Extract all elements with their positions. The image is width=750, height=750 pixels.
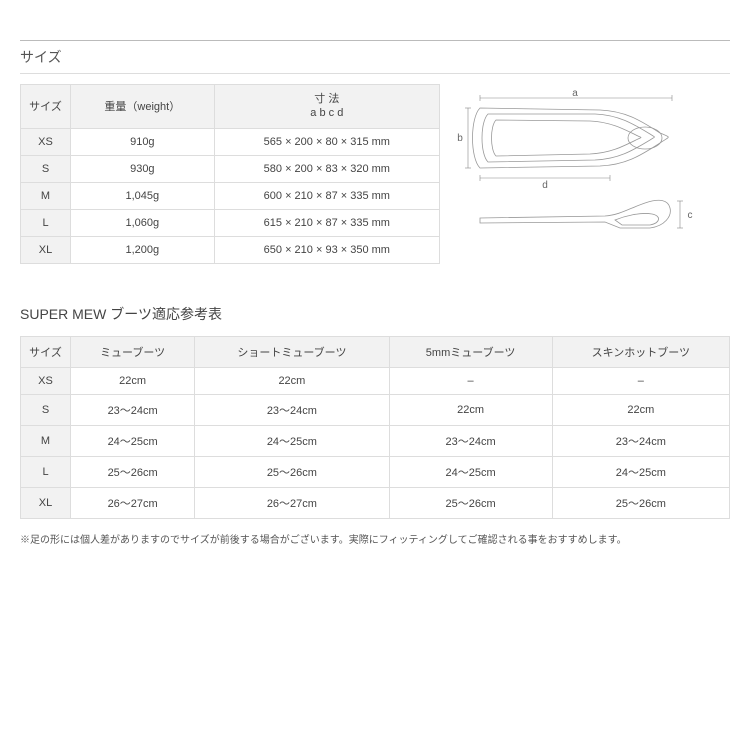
- size-table-header-size: サイズ: [21, 85, 71, 129]
- boots-cell: 24～25cm: [552, 456, 729, 487]
- boots-cell: 22cm: [71, 367, 195, 394]
- weight-cell: 930g: [71, 155, 215, 182]
- table-row: L 25～26cm 25～26cm 24～25cm 24～25cm: [21, 456, 730, 487]
- table-row: XL 1,200g 650 × 210 × 93 × 350 mm: [21, 236, 440, 263]
- boots-cell: 23～24cm: [389, 425, 552, 456]
- diagram-label-a: a: [572, 88, 578, 99]
- boots-cell: 23～24cm: [71, 394, 195, 425]
- table-row: S 23～24cm 23～24cm 22cm 22cm: [21, 394, 730, 425]
- boots-header-size: サイズ: [21, 336, 71, 367]
- size-cell: S: [21, 394, 71, 425]
- top-area: サイズ 重量（weight） 寸 法 a b c d XS 910g 565 ×…: [20, 84, 730, 264]
- footnote: ※足の形には個人差がありますのでサイズが前後する場合がございます。実際にフィッテ…: [20, 531, 730, 546]
- boots-cell: 22cm: [195, 367, 389, 394]
- boots-cell: –: [389, 367, 552, 394]
- boots-cell: 24～25cm: [71, 425, 195, 456]
- diagram-label-b: b: [457, 133, 463, 144]
- boots-cell: 25～26cm: [71, 456, 195, 487]
- weight-cell: 1,045g: [71, 182, 215, 209]
- boots-cell: 24～25cm: [389, 456, 552, 487]
- dim-cell: 600 × 210 × 87 × 335 mm: [214, 182, 439, 209]
- fin-diagram-svg: a b d: [450, 88, 710, 238]
- boots-cell: 22cm: [552, 394, 729, 425]
- boots-cell: 25～26cm: [552, 487, 729, 518]
- dim-cell: 650 × 210 × 93 × 350 mm: [214, 236, 439, 263]
- section-title-size: サイズ: [20, 40, 730, 74]
- table-row: M 1,045g 600 × 210 × 87 × 335 mm: [21, 182, 440, 209]
- boots-cell: 25～26cm: [195, 456, 389, 487]
- table-row: XL 26～27cm 26～27cm 25～26cm 25～26cm: [21, 487, 730, 518]
- size-cell: S: [21, 155, 71, 182]
- size-cell: L: [21, 209, 71, 236]
- table-row: XS 22cm 22cm – –: [21, 367, 730, 394]
- weight-cell: 910g: [71, 128, 215, 155]
- boots-cell: 24～25cm: [195, 425, 389, 456]
- size-cell: XS: [21, 367, 71, 394]
- boots-header-c2: ショートミューブーツ: [195, 336, 389, 367]
- boots-table: サイズ ミューブーツ ショートミューブーツ 5mmミューブーツ スキンホットブー…: [20, 336, 730, 519]
- weight-cell: 1,060g: [71, 209, 215, 236]
- boots-cell: –: [552, 367, 729, 394]
- dim-header-line1: 寸 法: [314, 93, 339, 105]
- size-cell: M: [21, 425, 71, 456]
- size-cell: XL: [21, 236, 71, 263]
- size-cell: L: [21, 456, 71, 487]
- size-cell: XS: [21, 128, 71, 155]
- size-cell: XL: [21, 487, 71, 518]
- boots-cell: 23～24cm: [195, 394, 389, 425]
- diagram-label-d: d: [542, 180, 548, 191]
- boots-cell: 23～24cm: [552, 425, 729, 456]
- boots-header-c1: ミューブーツ: [71, 336, 195, 367]
- section-title-boots: SUPER MEW ブーツ適応参考表: [20, 304, 730, 324]
- boots-header-c3: 5mmミューブーツ: [389, 336, 552, 367]
- size-cell: M: [21, 182, 71, 209]
- table-row: M 24～25cm 24～25cm 23～24cm 23～24cm: [21, 425, 730, 456]
- dim-header-line2: a b c d: [310, 107, 343, 119]
- dim-cell: 565 × 200 × 80 × 315 mm: [214, 128, 439, 155]
- boots-header-c4: スキンホットブーツ: [552, 336, 729, 367]
- size-table-header-dimensions: 寸 法 a b c d: [214, 85, 439, 129]
- table-row: XS 910g 565 × 200 × 80 × 315 mm: [21, 128, 440, 155]
- diagram-label-c: c: [688, 210, 693, 221]
- table-row: L 1,060g 615 × 210 × 87 × 335 mm: [21, 209, 440, 236]
- size-table-header-weight: 重量（weight）: [71, 85, 215, 129]
- fin-diagram: a b d: [450, 84, 730, 264]
- boots-cell: 26～27cm: [195, 487, 389, 518]
- boots-cell: 22cm: [389, 394, 552, 425]
- dim-cell: 580 × 200 × 83 × 320 mm: [214, 155, 439, 182]
- size-table: サイズ 重量（weight） 寸 法 a b c d XS 910g 565 ×…: [20, 84, 440, 264]
- table-row: S 930g 580 × 200 × 83 × 320 mm: [21, 155, 440, 182]
- dim-cell: 615 × 210 × 87 × 335 mm: [214, 209, 439, 236]
- weight-cell: 1,200g: [71, 236, 215, 263]
- boots-cell: 25～26cm: [389, 487, 552, 518]
- boots-cell: 26～27cm: [71, 487, 195, 518]
